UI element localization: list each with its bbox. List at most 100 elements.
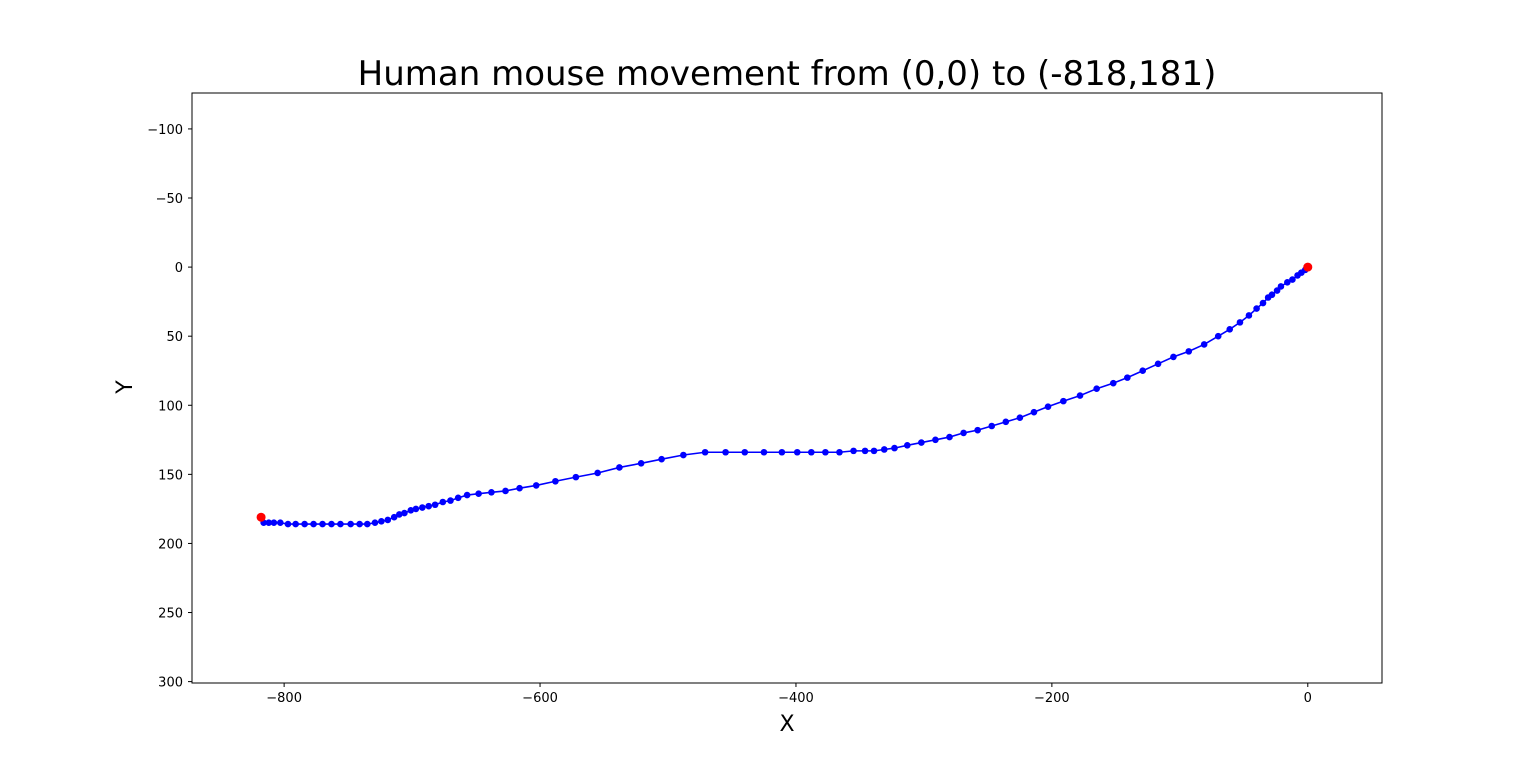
series-layer [260, 263, 1312, 528]
series-line [263, 266, 1309, 525]
data-point [918, 439, 925, 446]
data-point [319, 520, 326, 528]
data-point [1289, 276, 1296, 283]
data-point [946, 433, 953, 441]
data-point [1002, 418, 1010, 426]
data-point [1076, 392, 1084, 399]
data-point [356, 520, 363, 528]
data-point [425, 502, 433, 510]
data-point [778, 448, 786, 456]
data-point [463, 491, 471, 499]
data-point [1044, 403, 1052, 410]
data-point [808, 448, 815, 456]
data-point [722, 448, 729, 456]
data-point [475, 490, 482, 498]
data-point [347, 520, 354, 528]
data-point [1154, 360, 1162, 368]
x-axis: −800 −600 −400 −200 0 [266, 683, 1312, 706]
endpoint-layer [256, 262, 1313, 522]
plot-frame [191, 92, 1383, 684]
data-point [488, 489, 495, 496]
data-point [292, 520, 299, 528]
data-point [1170, 353, 1177, 361]
data-point [301, 520, 308, 528]
data-point [741, 448, 749, 456]
data-point [932, 436, 939, 444]
data-point [412, 505, 420, 513]
data-point [793, 448, 801, 456]
data-point [337, 520, 344, 528]
y-tick-label: −100 [147, 123, 183, 138]
data-point [572, 473, 580, 481]
data-point [870, 447, 878, 455]
data-point [1264, 294, 1272, 301]
data-point [850, 447, 857, 455]
data-point [378, 518, 385, 525]
data-point [1200, 341, 1208, 348]
x-tick-label: −200 [1034, 691, 1070, 706]
x-tick-label: 0 [1304, 691, 1312, 706]
data-point [431, 501, 439, 509]
data-point [1259, 299, 1267, 307]
data-point [903, 442, 911, 449]
data-point [1284, 278, 1291, 286]
endpoint-marker [256, 512, 266, 522]
x-tick-label: −800 [266, 691, 302, 706]
data-point [516, 484, 523, 492]
data-point [419, 504, 426, 511]
y-tick-label: 100 [158, 399, 183, 414]
data-point [1236, 319, 1244, 326]
data-point [616, 464, 623, 471]
x-tick-label: −400 [778, 691, 814, 706]
data-point [265, 519, 273, 527]
data-point [836, 448, 843, 456]
data-point [1185, 348, 1193, 355]
chart-title: Human mouse movement from (0,0) to (-818… [358, 54, 1217, 94]
data-point [1226, 325, 1234, 333]
data-point [395, 511, 403, 518]
data-point [1277, 283, 1285, 290]
data-point [760, 448, 768, 456]
data-point [454, 494, 462, 502]
data-point [658, 455, 665, 463]
data-point [988, 422, 996, 430]
data-point [861, 447, 869, 455]
data-point [502, 487, 509, 495]
data-point [822, 448, 829, 456]
endpoint-marker [1303, 262, 1313, 272]
data-point [390, 513, 398, 521]
data-point [594, 469, 601, 477]
y-axis-label: Y [113, 380, 138, 395]
x-axis-label: X [779, 712, 794, 737]
y-tick-label: 200 [158, 537, 183, 552]
data-point [960, 429, 967, 437]
data-point [276, 519, 284, 527]
data-point [680, 451, 687, 459]
data-point [1253, 305, 1260, 312]
data-point [1214, 332, 1222, 340]
data-point [401, 509, 408, 517]
data-point [637, 460, 645, 467]
data-point [1273, 287, 1281, 294]
data-point [891, 444, 898, 452]
data-point [1245, 312, 1253, 319]
data-point [384, 516, 392, 524]
data-point [328, 520, 335, 528]
y-tick-label: 150 [158, 468, 183, 483]
data-point [364, 520, 371, 528]
data-point [532, 482, 540, 489]
data-point [407, 506, 415, 514]
y-tick-label: −50 [156, 192, 183, 207]
data-point [1016, 414, 1024, 422]
data-point [552, 477, 559, 485]
data-point [284, 520, 292, 528]
data-point [1124, 374, 1131, 381]
data-point [974, 426, 981, 434]
data-point [439, 498, 447, 506]
data-point [371, 519, 379, 527]
data-point [1139, 367, 1147, 375]
x-tick-label: −600 [522, 691, 558, 706]
y-tick-label: 250 [158, 607, 183, 622]
data-point [880, 446, 888, 453]
